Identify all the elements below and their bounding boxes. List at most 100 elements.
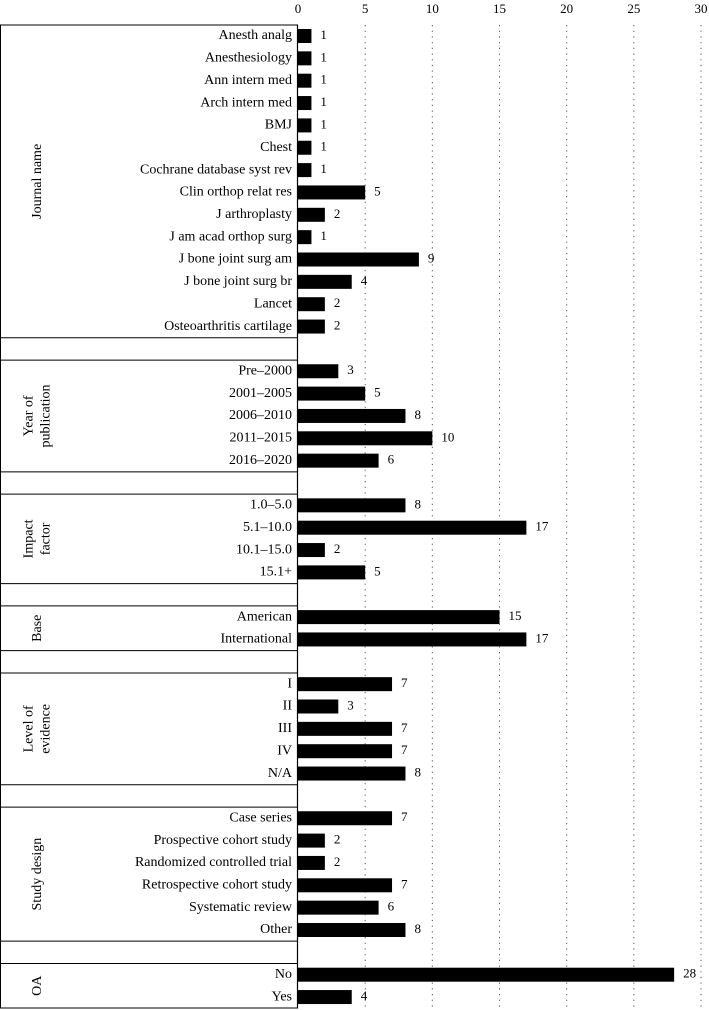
bar — [298, 431, 433, 446]
bar — [298, 520, 527, 535]
bar — [298, 721, 393, 736]
value-label: 1 — [320, 72, 327, 87]
bar — [298, 252, 419, 267]
value-label: 5 — [374, 385, 381, 400]
category-label: J bone joint surg br — [184, 274, 292, 289]
value-label: 8 — [414, 407, 421, 422]
category-label: III — [278, 721, 292, 736]
group-title: Base — [30, 615, 45, 642]
group-title: OA — [30, 975, 45, 996]
value-label: 28 — [683, 966, 696, 981]
bar — [298, 900, 379, 915]
bar — [298, 73, 312, 88]
bar — [298, 811, 393, 826]
category-label: Anesthesiology — [205, 51, 292, 66]
category-label: N/A — [268, 766, 293, 781]
value-label: 2 — [334, 541, 341, 556]
x-tick-label: 25 — [627, 1, 640, 16]
value-label: 1 — [320, 49, 327, 64]
category-label: Pre–2000 — [238, 363, 292, 378]
value-label: 8 — [414, 765, 421, 780]
category-label: Randomized controlled trial — [135, 855, 292, 870]
category-label: 15.1+ — [260, 565, 293, 580]
x-tick-label: 30 — [695, 1, 708, 16]
group-title-line: publication — [39, 384, 54, 447]
group-title-line: Base — [30, 615, 45, 642]
value-label: 2 — [334, 318, 341, 333]
group-title: Study design — [30, 838, 45, 911]
bar — [298, 29, 312, 43]
value-label: 2 — [334, 854, 341, 869]
grid-lines — [364, 25, 702, 1008]
x-tick-label: 0 — [295, 1, 302, 16]
bar — [298, 699, 339, 714]
group-title-line: factor — [39, 522, 54, 555]
bar — [298, 610, 500, 625]
value-label: 1 — [320, 161, 327, 176]
x-tick-label: 5 — [362, 1, 369, 16]
category-label: II — [283, 699, 293, 714]
value-label: 17 — [535, 630, 549, 645]
category-label: 1.0–5.0 — [250, 498, 292, 513]
group-title-line: Study design — [30, 838, 45, 911]
bar — [298, 364, 339, 379]
category-label: Systematic review — [189, 900, 293, 915]
category-label: 5.1–10.0 — [243, 520, 292, 535]
bar — [298, 297, 325, 312]
group-title-line: Journal name — [30, 144, 45, 219]
value-label: 1 — [320, 139, 327, 154]
category-label: BMJ — [265, 118, 293, 133]
group-title: Level of evidence — [22, 704, 54, 754]
x-tick-label: 15 — [493, 1, 506, 16]
value-label: 3 — [347, 362, 354, 377]
category-label: J bone joint surg am — [179, 252, 292, 267]
group-title: Year of publication — [22, 384, 54, 447]
category-label: 10.1–15.0 — [236, 542, 292, 557]
bar — [298, 677, 393, 692]
bar — [298, 967, 675, 982]
value-label: 2 — [334, 832, 341, 847]
bar — [298, 744, 393, 759]
bar — [298, 274, 352, 289]
bar — [298, 386, 366, 401]
x-tick-label: 10 — [426, 1, 439, 16]
bar — [298, 163, 312, 178]
bar — [298, 453, 379, 468]
category-label: Other — [260, 922, 292, 937]
bar — [298, 207, 325, 222]
bar — [298, 833, 325, 848]
category-label: Case series — [229, 810, 292, 825]
value-label: 8 — [414, 921, 421, 936]
value-label: 1 — [320, 27, 327, 42]
bar — [298, 878, 393, 893]
category-label: Prospective cohort study — [154, 833, 292, 848]
bar — [298, 923, 406, 937]
category-label: Lancet — [254, 296, 292, 311]
value-label: 7 — [401, 675, 408, 690]
value-label: 6 — [388, 452, 395, 467]
group-title: Impact factor — [22, 519, 54, 558]
category-label: International — [220, 632, 292, 647]
category-label: 2011–2015 — [230, 431, 292, 446]
bar — [298, 118, 312, 133]
bar — [298, 408, 406, 423]
value-label: 9 — [428, 250, 435, 265]
group-frame — [0, 24, 299, 1009]
bar — [298, 319, 325, 334]
bar — [298, 140, 312, 155]
bar — [298, 632, 527, 647]
category-label: J arthroplasty — [216, 207, 292, 222]
value-label: 1 — [320, 116, 327, 131]
bar — [298, 498, 406, 513]
category-label: Retrospective cohort study — [142, 878, 292, 893]
value-label: 2 — [334, 295, 341, 310]
value-label: 17 — [535, 519, 549, 534]
bar — [298, 543, 325, 558]
bar — [298, 855, 325, 870]
category-label: 2006–2010 — [229, 408, 292, 423]
bar — [298, 990, 352, 1005]
bar — [298, 96, 312, 111]
value-label: 8 — [414, 496, 421, 511]
bar — [298, 51, 312, 66]
